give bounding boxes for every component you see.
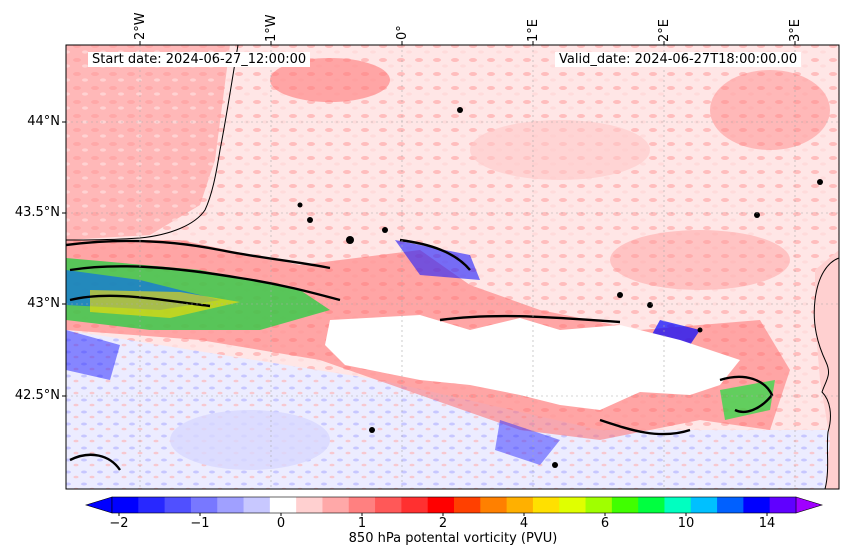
colorbar-segment	[164, 497, 192, 513]
lon-label: 2°W	[133, 12, 148, 40]
colorbar-segment	[559, 497, 587, 513]
colorbar-segment	[585, 497, 613, 513]
colorbar-tick-label: −2	[109, 516, 129, 531]
colorbar-segment	[296, 497, 323, 513]
colorbar-segment	[190, 497, 218, 513]
lat-label: 43°N	[27, 296, 60, 311]
lon-label: 2°E	[657, 19, 672, 42]
colorbar-segment	[664, 497, 692, 513]
map-border	[65, 44, 840, 490]
colorbar-border	[111, 496, 797, 514]
lon-label: 3°E	[788, 19, 803, 42]
lon-label: 1°W	[264, 14, 279, 42]
colorbar-segment	[375, 497, 402, 513]
pv-contours	[66, 238, 774, 471]
lon-label: 1°E	[526, 19, 541, 42]
colorbar-segment	[454, 497, 481, 513]
colorbar-extend-high	[795, 496, 824, 514]
pv-blobs	[297, 107, 823, 468]
colorbar-tick-label: 0	[276, 516, 286, 531]
colorbar-segment	[269, 497, 297, 513]
lat-label: 42.5°N	[14, 388, 60, 403]
colorbar-segment	[532, 497, 560, 513]
gridlines	[66, 45, 839, 489]
colorbar-segment	[611, 497, 639, 513]
colorbar-tick-label: 10	[677, 516, 695, 531]
colorbar-extend-low	[84, 496, 113, 514]
colorbar-segment	[743, 497, 771, 513]
colorbar-tick-label: 2	[438, 516, 448, 531]
colorbar-segment	[112, 497, 139, 513]
colorbar-segment	[138, 497, 166, 513]
masked-terrain	[325, 315, 740, 410]
start-date-label: Start date: 2024-06-27_12:00:00	[88, 52, 311, 67]
colorbar-tick-label: −1	[190, 516, 210, 531]
lon-label: 0°	[395, 25, 410, 40]
colorbar-segment	[506, 497, 534, 513]
colorbar-segment	[401, 497, 429, 513]
colorbar-tick-label: 14	[758, 516, 776, 531]
colorbar-segment	[348, 497, 376, 513]
lat-label: 43.5°N	[14, 205, 60, 220]
colorbar-segment	[717, 497, 744, 513]
colorbar-segment	[322, 497, 350, 513]
coastline	[66, 45, 839, 489]
valid-date-label: Valid_date: 2024-06-27T18:00:00.00	[555, 52, 802, 67]
colorbar	[84, 496, 824, 516]
colorbar-segment	[638, 497, 665, 513]
colorbar-segment	[480, 497, 508, 513]
colorbar-segment	[769, 497, 797, 513]
lat-label: 44°N	[27, 114, 60, 129]
colorbar-tick-label: 4	[519, 516, 529, 531]
colorbar-segment	[243, 497, 271, 513]
colorbar-tick-label: 1	[357, 516, 367, 531]
colorbar-segment	[217, 497, 245, 513]
colorbar-segment	[690, 497, 718, 513]
pv-field	[66, 45, 839, 489]
colorbar-tick-label: 6	[600, 516, 610, 531]
colorbar-title: 850 hPa potental vorticity (PVU)	[348, 531, 558, 546]
colorbar-segment	[427, 497, 455, 513]
